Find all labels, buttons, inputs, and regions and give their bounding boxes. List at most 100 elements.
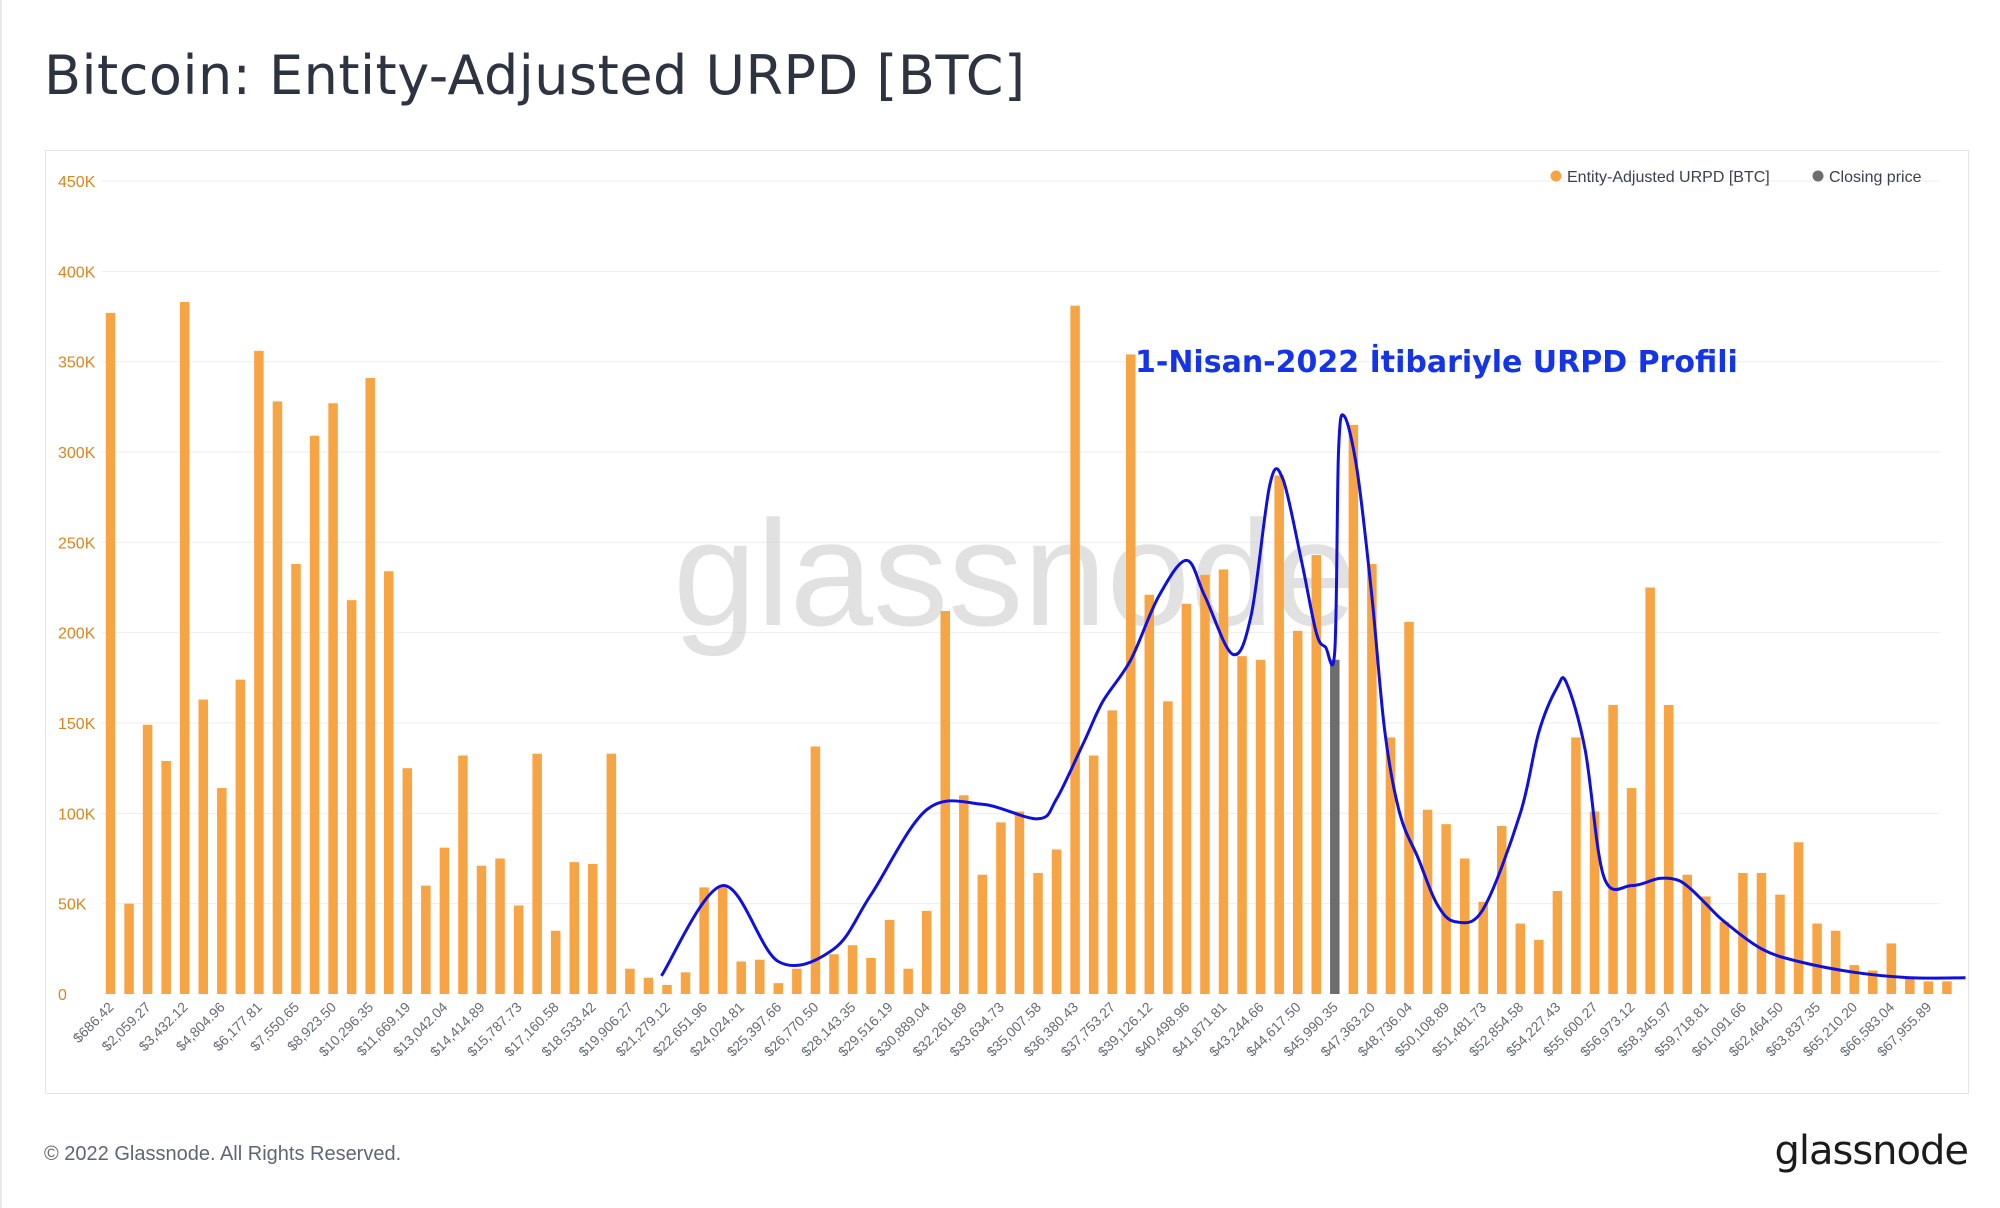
bar [588, 863, 598, 994]
bar [680, 972, 691, 994]
bar [309, 435, 320, 994]
bar [1218, 569, 1229, 994]
bar [847, 945, 858, 994]
bar [606, 753, 617, 994]
bar [1886, 943, 1897, 994]
bar [792, 968, 802, 994]
bar [272, 401, 283, 994]
bar [1459, 858, 1470, 994]
y-tick-label: 50K [58, 897, 87, 914]
bar [773, 983, 784, 994]
bar [1738, 872, 1748, 994]
bar [569, 862, 579, 994]
bar [1014, 811, 1025, 994]
bar [1255, 659, 1266, 994]
bar [1126, 354, 1136, 994]
bar [1478, 901, 1488, 994]
chart-panel [45, 150, 1969, 1094]
bar [996, 822, 1006, 994]
bar [1311, 554, 1321, 994]
bar [829, 954, 839, 994]
bar [866, 957, 876, 994]
bar [1923, 981, 1934, 994]
bar [384, 571, 394, 994]
bar [1200, 574, 1210, 994]
y-tick-label: 100K [58, 806, 96, 823]
bar [717, 885, 728, 994]
legend-dot [1812, 170, 1824, 182]
bar [365, 377, 375, 995]
bar [1552, 891, 1563, 994]
bar [1404, 621, 1414, 994]
y-tick-label: 250K [58, 535, 96, 552]
bar [1942, 981, 1952, 994]
bar [1497, 825, 1507, 994]
bar [179, 302, 190, 995]
legend-label: Closing price [1829, 169, 1922, 186]
bar [1422, 809, 1433, 994]
bar [810, 746, 821, 994]
annotation-label: 1-Nisan-2022 İtibariyle URPD Profili [1135, 344, 1738, 380]
bar [1348, 424, 1359, 994]
bar [217, 788, 227, 994]
bar [458, 755, 468, 994]
watermark: glassnode [673, 489, 1357, 657]
bar [1608, 704, 1618, 994]
bar [161, 760, 171, 994]
y-tick-label: 150K [58, 716, 96, 733]
y-tick-label: 0 [58, 987, 67, 1004]
bar [736, 961, 746, 994]
bar [1645, 587, 1655, 994]
bar [884, 919, 895, 994]
x-axis: $686.42$2,059.27$3,432.12$4,804.96$6,177… [70, 999, 1935, 1060]
page-title: Bitcoin: Entity-Adjusted URPD [BTC] [44, 44, 1026, 107]
bar [1274, 475, 1284, 994]
bar [977, 874, 988, 994]
bar [1663, 704, 1674, 994]
bar [1367, 564, 1377, 994]
y-tick-label: 350K [58, 355, 96, 372]
bar [625, 968, 635, 994]
bar [921, 910, 932, 994]
bar [1051, 849, 1062, 994]
bar [105, 312, 116, 994]
bar [291, 564, 301, 994]
bar [1868, 970, 1878, 994]
bar [1163, 701, 1173, 994]
glassnode-logo: glassnode [1774, 1128, 1969, 1174]
bar [1292, 630, 1303, 994]
y-axis: 0 50K 100K 150K 200K 250K 300K 350K 400K 450K [58, 174, 96, 1004]
bar [1330, 659, 1340, 994]
bar [402, 768, 413, 994]
bar [1830, 930, 1841, 994]
y-tick-label: 200K [58, 626, 96, 643]
y-tick-label: 300K [58, 445, 96, 462]
bar [1756, 872, 1767, 994]
bar [903, 968, 913, 994]
bar [1589, 811, 1600, 994]
bar [1682, 874, 1692, 994]
bar [1107, 710, 1117, 994]
bar [959, 795, 969, 994]
bar [1385, 737, 1396, 994]
y-tick-label: 450K [58, 174, 96, 191]
bar [1571, 737, 1581, 994]
bar [532, 753, 542, 994]
copyright-text: © 2022 Glassnode. All Rights Reserved. [44, 1143, 402, 1165]
bar [476, 865, 487, 994]
bar [495, 858, 505, 994]
bar [755, 959, 765, 994]
y-tick-label: 400K [58, 264, 96, 281]
bar [550, 930, 561, 994]
bar [1237, 656, 1247, 994]
bar [235, 679, 246, 994]
bar [1441, 824, 1451, 994]
bar [346, 600, 357, 994]
bar [1515, 923, 1526, 994]
bar [124, 903, 134, 994]
bar [1812, 923, 1822, 994]
bar [1144, 594, 1155, 994]
bar [1849, 965, 1859, 994]
bar [1905, 977, 1915, 994]
